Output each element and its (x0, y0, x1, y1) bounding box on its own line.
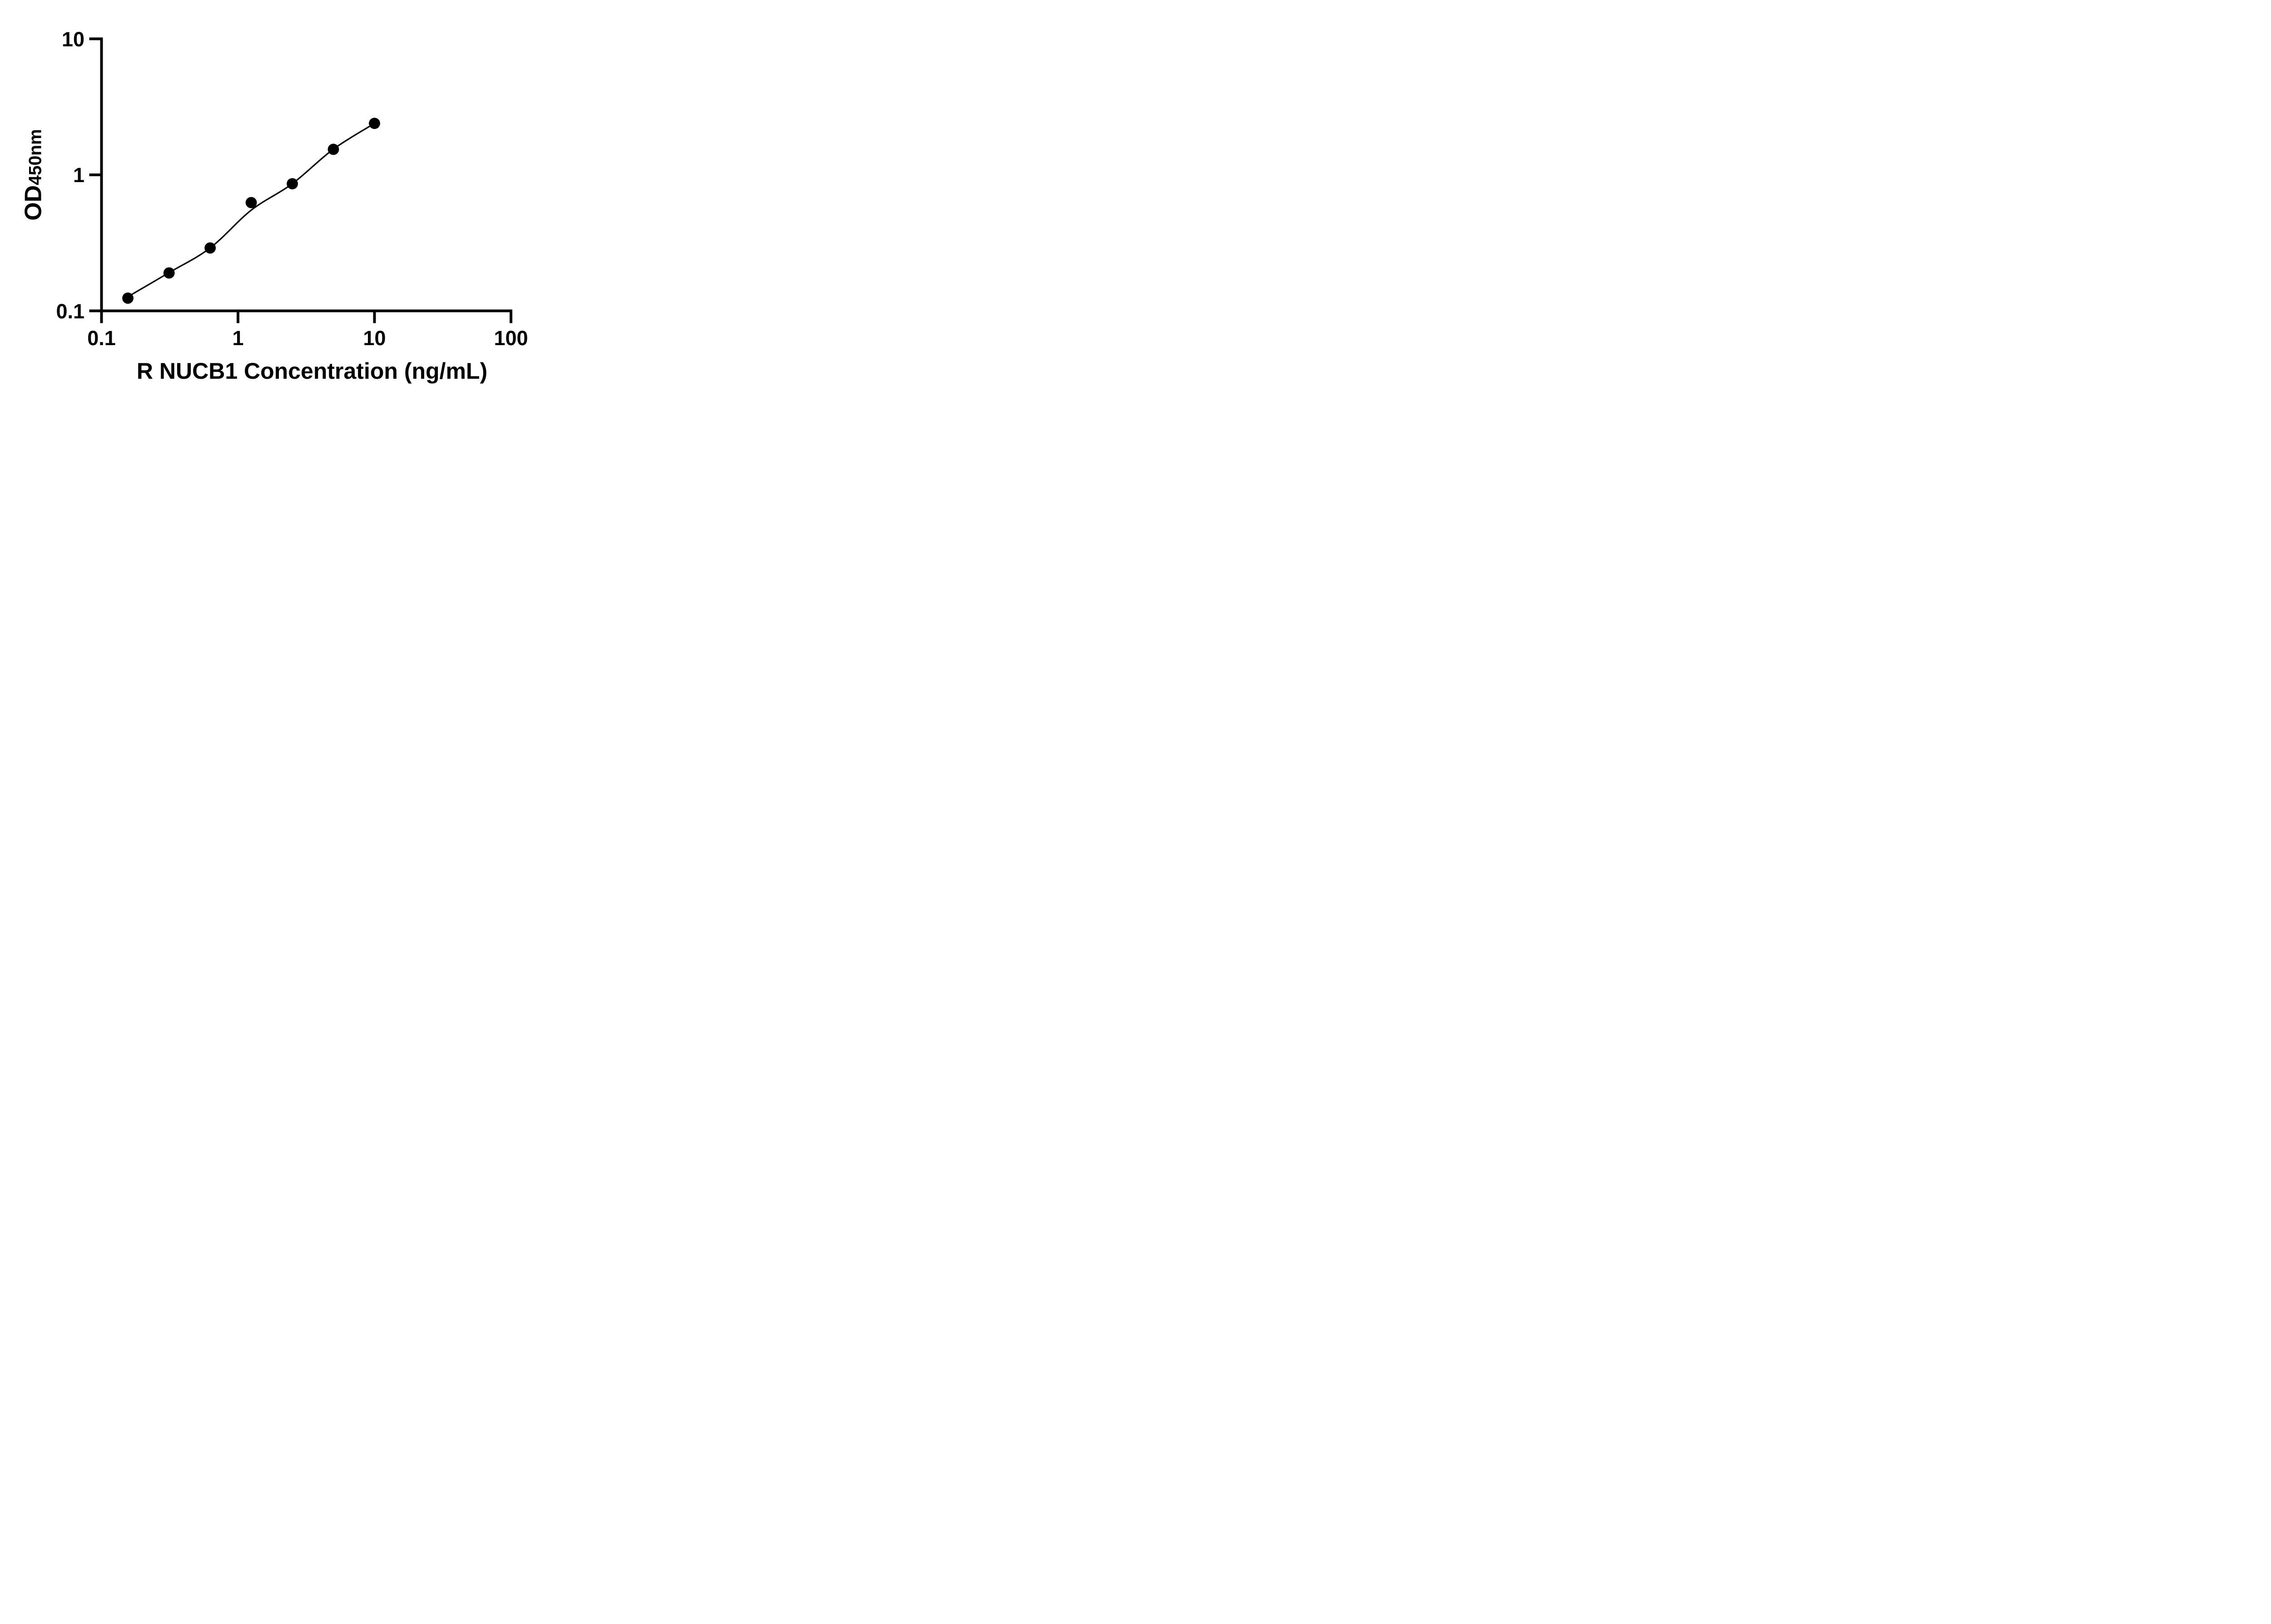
y-tick-label: 1 (73, 163, 84, 187)
data-point-marker (204, 242, 216, 254)
x-axis-title: R NUCB1 Concentration (ng/mL) (136, 358, 488, 384)
data-point-marker (122, 292, 134, 304)
elisa-standard-curve-figure: R NUCB1 Concentration (ng/mL) OD450nm 0.… (0, 0, 573, 406)
x-tick-label: 10 (363, 327, 386, 350)
x-tick-label: 100 (494, 327, 528, 350)
x-tick-label: 0.1 (87, 327, 116, 350)
plot-canvas (89, 37, 512, 323)
x-tick-label: 1 (232, 327, 244, 350)
y-tick-label: 0.1 (56, 299, 84, 323)
data-point-marker (369, 118, 380, 129)
data-point-marker (163, 267, 175, 279)
y-axis-title-main: OD (20, 185, 47, 221)
y-tick-label: 10 (61, 27, 84, 51)
data-point-marker (287, 178, 298, 189)
data-point-marker (327, 144, 339, 155)
data-point-marker (245, 197, 257, 208)
